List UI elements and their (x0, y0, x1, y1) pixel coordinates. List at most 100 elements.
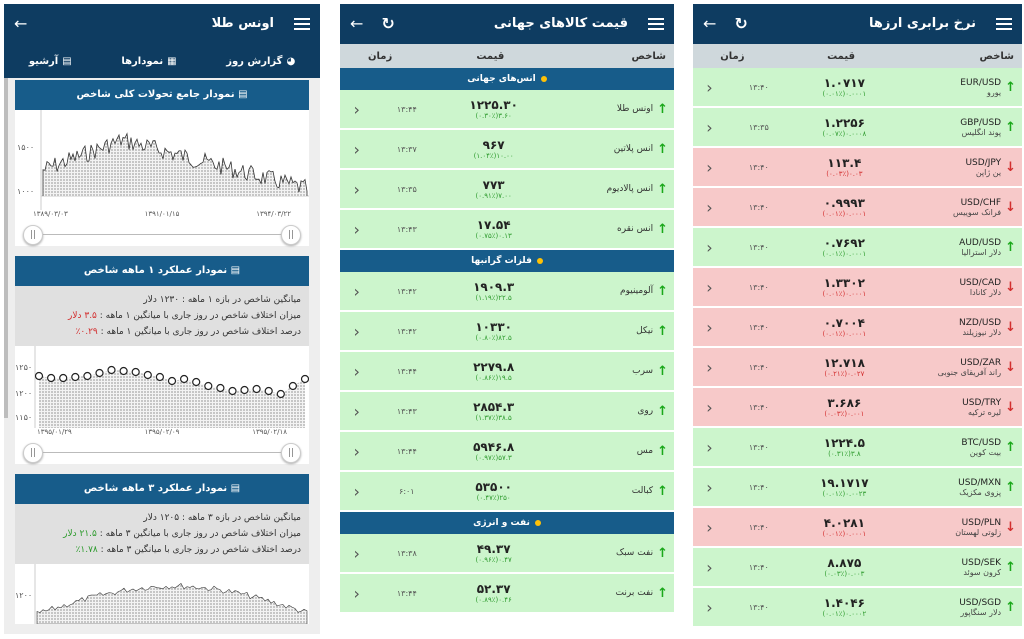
table-row[interactable]: ↑ EUR/USD یورو ۱.۰۷۱۷ ۰.۰۰۰۱(۰.۰۱٪) ۱۳:۴۰ ‹ (693, 68, 1022, 108)
row-time: ۱۳:۳۵ (396, 184, 417, 194)
group-header: فلزات گرانبها (340, 250, 674, 272)
arrow-down-icon: ↓ (1005, 319, 1016, 335)
table-row[interactable]: ↑ GBP/USD پوند انگلیس ۱.۲۲۵۶ ۰.۰۰۰۸(۰.۰۷٪) ۱۳… (693, 108, 1022, 148)
table-row[interactable]: ↑ انس پالادیوم ۷۷۳ ۷.۰۰(۰.۹۱٪) ۱۳:۳۵ ‹ (340, 170, 674, 210)
chevron-left-icon[interactable]: ‹ (706, 237, 713, 257)
back-arrow-icon[interactable]: ← (14, 14, 28, 33)
group-title: فلزات گرانبها (471, 256, 532, 266)
table-row[interactable]: ↑ مس ۵۹۴۶.۸ ۵۷.۳(۰.۹۷٪) ۱۳:۴۴ ‹ (340, 432, 674, 472)
table-row[interactable]: ↑ سرب ۲۲۷۹.۸ ۱۹.۵(۰.۸۶٪) ۱۳:۴۴ ‹ (340, 352, 674, 392)
menu-icon[interactable] (294, 18, 310, 30)
table-row[interactable]: ↑ انس پلاتین ۹۶۷ ۱۰.۰۰(۱.۰۴٪) ۱۳:۳۷ ‹ (340, 130, 674, 170)
chevron-left-icon[interactable]: ‹ (706, 557, 713, 577)
chevron-left-icon[interactable]: ‹ (706, 157, 713, 177)
row-price: ۱۹.۱۷۱۷ (820, 476, 869, 490)
row-time: ۱۳:۳۵ (748, 122, 769, 132)
table-row[interactable]: ↓ USD/PLN زلوتی لهستان ۴.۰۲۸۱ ۰.۰۰۰۱(۰.۰۱٪) ۱… (693, 508, 1022, 548)
range-slider-overall[interactable]: || || (15, 224, 309, 246)
table-row[interactable]: ↓ USD/TRY لیره ترکیه ۳.۶۸۶ ۰.۰۰۱(۰.۰۳٪) ۱۳:۴۰… (693, 388, 1022, 428)
menu-icon[interactable] (996, 18, 1012, 30)
scrollbar[interactable] (4, 78, 8, 418)
table-row[interactable]: ↑ روی ۲۸۵۴.۳ ۳۸.۵(۱.۳۷٪) ۱۳:۴۳ ‹ (340, 392, 674, 432)
table-row[interactable]: ↑ BTC/USD بیت کوین ۱۲۲۴.۵ ۳.۸(۰.۳۱٪) ۱۳:۴۰ ‹ (693, 428, 1022, 468)
row-change: ۰.۰۳(۰.۰۳٪) (826, 170, 863, 178)
slider-handle-right[interactable]: || (281, 443, 301, 463)
table-row[interactable]: ↑ USD/MXN پزوی مکزیک ۱۹.۱۷۱۷ ۰.۰۰۲۳(۰.۰۱٪) ۱۳… (693, 468, 1022, 508)
chevron-left-icon[interactable]: ‹ (353, 583, 360, 603)
chevron-left-icon[interactable]: ‹ (353, 179, 360, 199)
chevron-left-icon[interactable]: ‹ (706, 477, 713, 497)
row-price-cell: ۵۲.۳۷ ۰.۴۶(۰.۸۹٪) (440, 582, 547, 604)
chevron-left-icon[interactable]: ‹ (706, 597, 713, 617)
chevron-left-icon[interactable]: ‹ (353, 361, 360, 381)
chevron-left-icon[interactable]: ‹ (706, 397, 713, 417)
table-row[interactable]: ↑ AUD/USD دلار استرالیا ۰.۷۶۹۲ ۰.۰۰۰۱(۰.۰۱٪)… (693, 228, 1022, 268)
table-row[interactable]: ↑ اونس طلا ۱۲۲۵.۳۰ ۳.۶۰(۰.۳۰٪) ۱۳:۴۴ ‹ (340, 90, 674, 130)
scroll-area[interactable]: ▤ نمودار جامع تحولات کلی شاخص ۱۵۰۰ ۱۰۰۰ … (4, 78, 320, 634)
chevron-left-icon[interactable]: ‹ (706, 277, 713, 297)
data-point (167, 376, 177, 386)
row-labels: USD/SGD دلار سنگاپور (959, 598, 1001, 617)
stat-value: ۲۱.۵ دلار (63, 529, 97, 539)
table-row[interactable]: ↓ USD/JPY ین ژاپن ۱۱۳.۴ ۰.۰۳(۰.۰۳٪) ۱۳:۴۰ ‹ (693, 148, 1022, 188)
commodity-list[interactable]: انس‌های جهانی ↑ اونس طلا ۱۲۲۵.۳۰ ۳.۶۰(۰.۳۰٪)… (340, 68, 674, 614)
chevron-left-icon[interactable]: ‹ (353, 401, 360, 421)
table-row[interactable]: ↑ کبالت ۵۳۵۰۰ ۲۵۰(۰.۴۷٪) ۶:۰۱ ‹ (340, 472, 674, 512)
chevron-left-icon[interactable]: ‹ (353, 219, 360, 239)
row-time: ۱۳:۴۰ (748, 322, 769, 332)
chevron-left-icon[interactable]: ‹ (353, 543, 360, 563)
row-index-cell: ↑ انس پالادیوم (547, 182, 674, 197)
chevron-left-icon[interactable]: ‹ (353, 139, 360, 159)
chevron-left-icon[interactable]: ‹ (706, 117, 713, 137)
table-row[interactable]: ↑ USD/SGD دلار سنگاپور ۱.۴۰۴۶ ۰.۰۰۰۲(۰.۰۱٪) ۱… (693, 588, 1022, 628)
slider-handle-right[interactable]: || (281, 225, 301, 245)
table-row[interactable]: ↑ نیکل ۱۰۳۳۰ ۸۲.۵(۰.۸۰٪) ۱۳:۴۲ ‹ (340, 312, 674, 352)
chevron-left-icon[interactable]: ‹ (706, 317, 713, 337)
table-row[interactable]: ↑ آلومینیوم ۱۹۰۹.۳ ۲۲.۵(۱.۱۹٪) ۱۳:۴۲ ‹ (340, 272, 674, 312)
table-row[interactable]: ↑ نفت سبک ۴۹.۳۷ ۰.۴۷(۰.۹۶٪) ۱۳:۳۸ ‹ (340, 534, 674, 574)
table-row[interactable]: ↓ USD/CHF فرانک سوییس ۰.۹۹۹۳ ۰.۰۰۰۱(۰.۰۱٪) ۱۳… (693, 188, 1022, 228)
menu-icon[interactable] (648, 18, 664, 30)
data-point (119, 366, 128, 376)
table-row[interactable]: ↓ NZD/USD دلار نیوزیلند ۰.۷۰۰۴ ۰.۰۰۰۱(۰.۰۱٪)… (693, 308, 1022, 348)
table-row[interactable]: ↑ USD/SEK کرون سوئد ۸.۸۷۵ ۰.۰۰۳(۰.۰۳٪) ۱۳:۴۰ ‹ (693, 548, 1022, 588)
data-point (180, 374, 189, 384)
row-time: ۱۳:۴۰ (748, 242, 769, 252)
table-row[interactable]: ↑ انس نقره ۱۷.۵۴ ۰.۱۳(۰.۷۵٪) ۱۳:۴۳ ‹ (340, 210, 674, 250)
slider-handle-left[interactable]: || (23, 443, 43, 463)
chevron-left-icon[interactable]: ‹ (706, 357, 713, 377)
top-bar: ← ↻ نرخ برابری ارزها (693, 4, 1022, 44)
chevron-left-icon[interactable]: ‹ (353, 99, 360, 119)
chevron-left-icon[interactable]: ‹ (706, 517, 713, 537)
row-index-cell: ↑ GBP/USD پوند انگلیس (897, 118, 1022, 137)
row-symbol: USD/SGD (959, 597, 1002, 608)
chevron-left-icon[interactable]: ‹ (353, 441, 360, 461)
slider-handle-left[interactable]: || (23, 225, 43, 245)
row-price: ۱.۳۳۰۲ (823, 276, 865, 290)
row-name: پزوی مکزیک (959, 487, 1002, 497)
tab-charts[interactable]: ▦ نمودارها (121, 56, 176, 67)
chevron-left-icon[interactable]: ‹ (353, 481, 360, 501)
refresh-icon[interactable]: ↻ (734, 14, 748, 33)
chevron-left-icon[interactable]: ‹ (706, 197, 713, 217)
data-point (131, 367, 140, 377)
table-row[interactable]: ↓ USD/CAD دلار کانادا ۱.۳۳۰۲ ۰.۰۰۰۱(۰.۰۱٪) ۱۳… (693, 268, 1022, 308)
range-slider-1-month[interactable]: || || (15, 442, 309, 464)
x-tick-label: ۱۳۸۹/۰۳/۰۳ (33, 210, 68, 218)
arrow-up-icon: ↑ (657, 483, 668, 499)
chevron-left-icon[interactable]: ‹ (706, 77, 713, 97)
chevron-left-icon[interactable]: ‹ (706, 437, 713, 457)
overall-price-line (42, 132, 308, 196)
row-name: انس نقره (617, 224, 654, 234)
table-row[interactable]: ↓ USD/ZAR راند آفریقای جنوبی ۱۲.۷۱۸ ۰.۰۲۷(۰.… (693, 348, 1022, 388)
data-point (228, 386, 237, 396)
chevron-left-icon[interactable]: ‹ (353, 321, 360, 341)
tab-archive[interactable]: ▤ آرشیو (29, 56, 72, 67)
chevron-left-icon[interactable]: ‹ (353, 281, 360, 301)
back-arrow-icon[interactable]: ← (703, 14, 717, 33)
tab-daily-report[interactable]: ◕ گزارش روز (226, 56, 295, 67)
table-row[interactable]: ↑ نفت برنت ۵۲.۳۷ ۰.۴۶(۰.۸۹٪) ۱۳:۴۴ ‹ (340, 574, 674, 614)
back-arrow-icon[interactable]: ← (350, 14, 364, 33)
currency-list[interactable]: ↑ EUR/USD یورو ۱.۰۷۱۷ ۰.۰۰۰۱(۰.۰۱٪) ۱۳:۴۰ ‹ ↑ GB… (693, 68, 1022, 628)
refresh-icon[interactable]: ↻ (381, 14, 395, 33)
